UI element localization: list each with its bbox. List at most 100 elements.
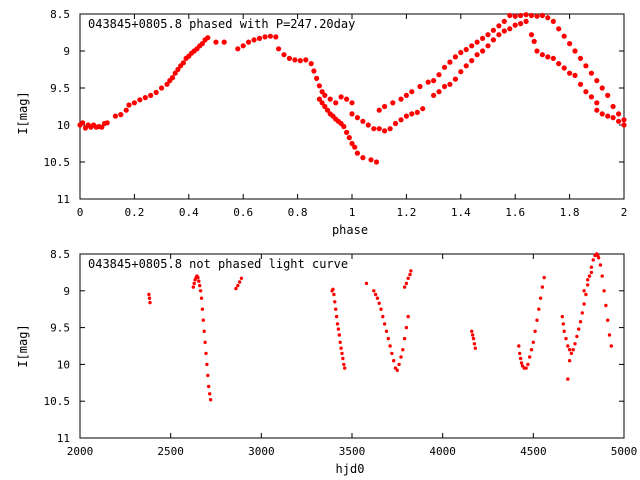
phased-data-point — [276, 46, 282, 52]
unphased-data-point — [342, 362, 346, 367]
phased-data-point — [251, 37, 257, 43]
phased-data-point — [518, 21, 524, 27]
unphased-data-point — [207, 384, 211, 389]
unphased-data-point — [586, 283, 590, 287]
phased-data-point — [409, 89, 415, 95]
unphased-data-point — [582, 289, 586, 293]
phased-data-point — [431, 78, 437, 84]
phased-data-point — [531, 38, 537, 45]
unphased-data-point — [375, 296, 380, 300]
phased-y-tick-label: 11 — [57, 193, 70, 206]
unphased-data-point — [397, 362, 401, 367]
unphased-data-point — [335, 322, 340, 326]
phased-data-point — [99, 124, 105, 130]
phased-data-point — [523, 12, 529, 18]
phased-data-point — [137, 97, 143, 103]
phased-data-point — [365, 122, 371, 128]
phased-data-point — [567, 41, 573, 47]
phased-data-point — [583, 63, 589, 69]
unphased-data-points — [147, 252, 613, 402]
unphased-data-point — [518, 356, 523, 361]
unphased-data-point — [198, 283, 202, 288]
phased-y-tick-label: 9 — [63, 45, 70, 58]
phased-data-point — [583, 89, 589, 95]
unphased-data-point — [399, 355, 403, 359]
phased-data-point — [376, 107, 382, 113]
unphased-data-point — [470, 333, 475, 337]
unphased-data-point — [566, 344, 570, 348]
phased-data-point — [390, 100, 396, 106]
unphased-data-point — [560, 314, 564, 319]
phased-data-point — [621, 122, 627, 128]
unphased-data-point — [531, 340, 535, 344]
phased-y-tick-label: 8.5 — [50, 8, 70, 21]
phased-data-point — [507, 12, 513, 19]
unphased-data-point — [580, 311, 584, 315]
unphased-data-point — [562, 329, 566, 333]
phased-data-point — [605, 113, 611, 119]
phased-data-point — [436, 72, 442, 78]
phased-data-point — [621, 117, 627, 123]
phased-data-point — [534, 13, 540, 19]
phased-data-point — [469, 43, 475, 49]
phased-data-point — [131, 100, 137, 106]
phased-data-point — [605, 92, 611, 98]
unphased-y-tick-label: 9 — [63, 285, 70, 298]
phased-data-point — [142, 95, 148, 101]
phased-data-point — [403, 92, 409, 98]
unphased-data-point — [600, 274, 604, 278]
phased-data-point — [417, 83, 423, 90]
unphased-data-point — [569, 351, 574, 356]
unphased-x-axis-label: hjd0 — [336, 462, 365, 476]
phased-data-point — [577, 81, 584, 87]
phased-y-tick-label: 10.5 — [44, 156, 71, 169]
unphased-data-point — [596, 256, 601, 260]
unphased-x-tick-label: 3500 — [339, 445, 366, 458]
unphased-data-point — [147, 292, 151, 297]
unphased-y-tick-label: 8.5 — [50, 248, 70, 261]
unphased-data-point — [401, 348, 405, 352]
unphased-data-point — [382, 322, 387, 326]
unphased-data-point — [472, 342, 477, 346]
unphased-data-point — [388, 344, 392, 348]
phased-data-point — [539, 52, 546, 58]
phased-data-point — [616, 111, 622, 117]
phased-y-tick-label: 9.5 — [50, 82, 70, 95]
phased-data-point — [512, 22, 518, 28]
phased-data-point — [297, 58, 303, 64]
unphased-data-point — [404, 281, 409, 286]
phased-data-point — [256, 35, 263, 42]
unphased-y-axis-label: I[mag] — [16, 324, 30, 367]
phased-data-point — [436, 89, 442, 95]
phased-axis-ticks: 0 0.2 0.4 0.6 0.8 1 1.2 1.4 1.6 1.8 2 8.5 9 9.5 10 10.5… — [44, 8, 628, 219]
unphased-data-point — [201, 318, 205, 322]
phased-data-point — [322, 92, 328, 98]
phased-data-point — [463, 46, 469, 53]
phased-data-point — [333, 100, 339, 106]
phased-data-point — [414, 109, 420, 115]
phased-data-point — [599, 111, 605, 117]
phased-data-point — [123, 107, 129, 113]
unphased-data-point — [339, 346, 343, 350]
unphased-x-tick-label: 5000 — [611, 445, 638, 458]
unphased-data-point — [573, 342, 577, 346]
unphased-data-point — [607, 333, 612, 337]
unphased-data-point — [206, 373, 210, 378]
unphased-data-point — [402, 336, 407, 341]
unphased-data-point — [526, 362, 530, 367]
unphased-data-point — [537, 307, 541, 311]
unphased-data-point — [402, 285, 407, 289]
phased-data-point — [164, 81, 170, 87]
unphased-data-point — [236, 283, 240, 288]
unphased-data-point — [234, 286, 238, 291]
unphased-data-point — [331, 287, 335, 291]
phased-data-point — [501, 28, 507, 34]
unphased-data-point — [519, 361, 524, 365]
unphased-data-point — [208, 398, 213, 402]
phased-data-point — [523, 18, 529, 24]
phased-data-point — [610, 115, 616, 121]
unphased-data-point — [564, 336, 568, 341]
phased-x-tick-label: 0.8 — [288, 206, 308, 219]
phased-data-point — [112, 113, 118, 119]
